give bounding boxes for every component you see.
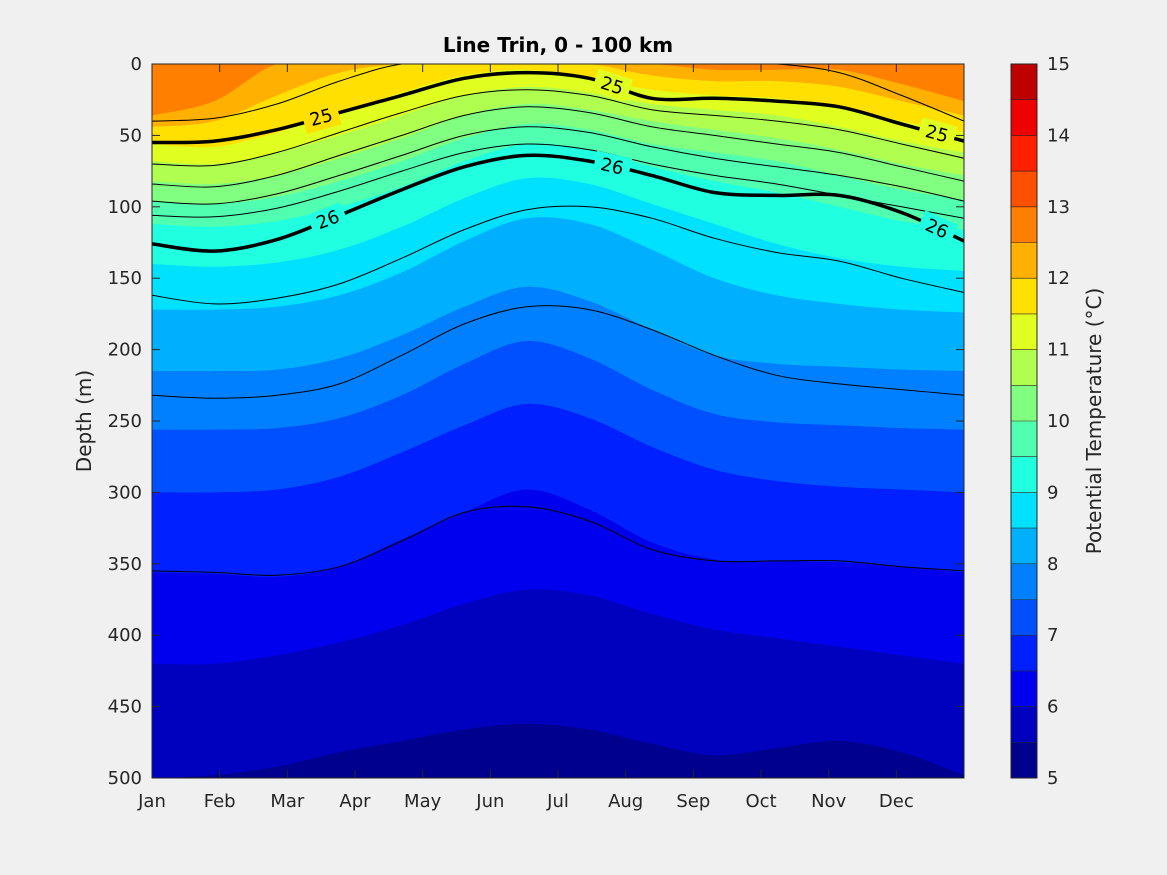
density-contour bbox=[152, 505, 964, 576]
colorbar-swatch bbox=[1011, 670, 1037, 708]
contour-label-gap bbox=[300, 101, 342, 134]
x-tick-label: Feb bbox=[204, 791, 236, 812]
colorbar-swatch bbox=[1011, 278, 1037, 315]
y-tick-label: 200 bbox=[108, 340, 142, 361]
y-tick-label: 450 bbox=[108, 697, 142, 718]
colorbar-swatch bbox=[1011, 456, 1037, 493]
y-tick-label: 150 bbox=[108, 268, 142, 289]
x-tick-label: Jun bbox=[475, 791, 504, 812]
colorbar-tick-label: 14 bbox=[1047, 125, 1070, 146]
density-contour bbox=[152, 64, 964, 122]
colorbar-swatch bbox=[1011, 635, 1037, 672]
density-contours bbox=[152, 64, 964, 576]
temperature-bands bbox=[152, 59, 964, 778]
colorbar-swatch bbox=[1011, 706, 1037, 743]
y-tick-label: 400 bbox=[108, 625, 142, 646]
y-tick-label: 100 bbox=[108, 197, 142, 218]
colorbar-tick-label: 12 bbox=[1047, 268, 1070, 289]
colorbar-tick-label: 8 bbox=[1047, 554, 1058, 575]
x-tick-label: Sep bbox=[676, 791, 710, 812]
density-contour bbox=[152, 305, 964, 399]
colorbar-label: Potential Temperature (°C) bbox=[1082, 288, 1106, 555]
x-tick-label: Oct bbox=[745, 791, 776, 812]
y-ticks: 0 50 100 150 200 250 300 350 400 450 500 bbox=[108, 54, 964, 789]
colorbar: 5 6 7 8 9 10 11 12 13 14 15 bbox=[1010, 54, 1070, 789]
colorbar-swatch bbox=[1011, 64, 1037, 101]
temperature-band bbox=[152, 64, 964, 148]
x-tick-label: Apr bbox=[339, 791, 371, 812]
colorbar-tick-label: 11 bbox=[1047, 340, 1070, 361]
colorbar-tick-label: 9 bbox=[1047, 482, 1058, 503]
y-tick-label: 300 bbox=[108, 482, 142, 503]
colorbar-swatch bbox=[1011, 135, 1037, 172]
colorbar-swatch bbox=[1011, 528, 1037, 565]
colorbar-swatch bbox=[1011, 492, 1037, 529]
colorbar-swatch bbox=[1011, 599, 1037, 636]
temperature-band bbox=[152, 64, 964, 116]
contour-label-gap bbox=[591, 68, 633, 103]
y-tick-label: 500 bbox=[108, 768, 142, 789]
colorbar-tick-label: 5 bbox=[1047, 768, 1058, 789]
colorbar-swatch bbox=[1011, 385, 1037, 422]
chart-title: Line Trin, 0 - 100 km bbox=[443, 33, 673, 57]
colorbar-tick-label: 10 bbox=[1047, 411, 1070, 432]
x-tick-label: Jan bbox=[137, 791, 166, 812]
density-contour-label: 25 bbox=[916, 117, 958, 151]
colorbar-tick-label: 6 bbox=[1047, 697, 1058, 718]
density-contour bbox=[152, 205, 964, 305]
colorbar-tick-label: 15 bbox=[1047, 54, 1070, 75]
colorbar-frame bbox=[1010, 63, 1038, 779]
density-contour-bold bbox=[152, 70, 964, 145]
x-ticks: Jan Feb Mar Apr May Jun Jul Aug Sep Oct Nov Dec bbox=[137, 64, 914, 812]
colorbar-swatch bbox=[1011, 563, 1037, 600]
colorbar-swatch bbox=[1011, 206, 1037, 243]
colorbar-swatch bbox=[1011, 421, 1037, 458]
contour-label-gap bbox=[591, 150, 633, 183]
x-tick-label: May bbox=[404, 791, 442, 812]
x-tick-label: Mar bbox=[270, 791, 305, 812]
colorbar-tick-label: 13 bbox=[1047, 197, 1070, 218]
density-contour-label: 25 bbox=[300, 101, 342, 134]
density-contour-bold bbox=[152, 153, 964, 253]
density-contour-label: 26 bbox=[591, 150, 633, 183]
y-tick-label: 250 bbox=[108, 411, 142, 432]
y-axis-label: Depth (m) bbox=[72, 370, 96, 472]
colorbar-swatch bbox=[1011, 349, 1037, 386]
contour-label-gap bbox=[306, 202, 350, 238]
temperature-band bbox=[152, 64, 964, 127]
y-tick-label: 350 bbox=[108, 554, 142, 575]
temperature-band bbox=[152, 59, 964, 64]
density-contour-label: 25 bbox=[591, 68, 633, 103]
x-tick-label: Nov bbox=[811, 791, 846, 812]
colorbar-swatch bbox=[1011, 171, 1037, 208]
x-tick-label: Aug bbox=[608, 791, 643, 812]
contour-label-gap bbox=[916, 117, 958, 151]
colorbar-swatch bbox=[1011, 313, 1037, 351]
y-tick-label: 50 bbox=[119, 125, 142, 146]
x-tick-label: Jul bbox=[546, 791, 569, 812]
x-tick-label: Dec bbox=[879, 791, 914, 812]
colorbar-swatch bbox=[1011, 99, 1037, 136]
density-contour bbox=[152, 89, 964, 167]
y-tick-label: 0 bbox=[131, 54, 142, 75]
contour-label-gap bbox=[915, 210, 959, 248]
density-contour bbox=[152, 126, 964, 205]
colorbar-swatch bbox=[1011, 742, 1037, 779]
density-contour bbox=[152, 106, 964, 188]
colorbar-tick-label: 7 bbox=[1047, 625, 1058, 646]
contour-label-text: 26 bbox=[598, 154, 625, 180]
colorbar-swatch bbox=[1011, 242, 1037, 279]
